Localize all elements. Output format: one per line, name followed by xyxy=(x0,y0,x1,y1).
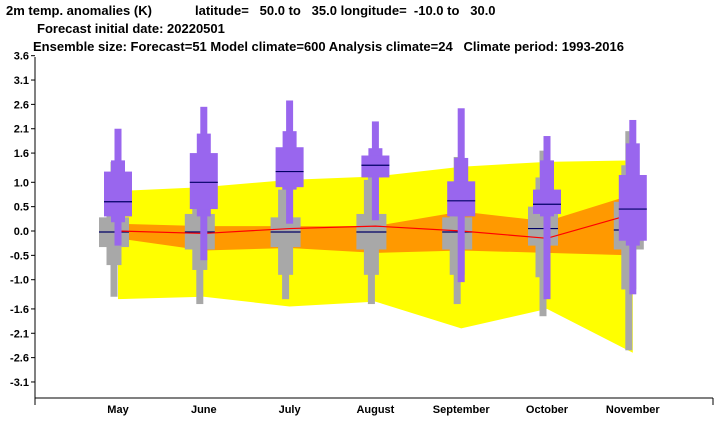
y-tick-label: 2.6 xyxy=(14,99,29,111)
y-tick-labels: 3.6 3.1 2.6 2.1 1.6 1.0 0.5 0.0 -0.5 -1.0 -1.6 -2.1… xyxy=(10,51,29,389)
forecast-box xyxy=(275,100,304,224)
y-tick-label: -1.0 xyxy=(10,275,29,287)
whisker xyxy=(543,136,551,300)
x-tick-labels: May June July August September October Novembe… xyxy=(107,404,660,416)
chart-header: 2m temp. anomalies (K) latitude= 50.0 to… xyxy=(0,0,720,56)
y-tick-label: 2.1 xyxy=(14,124,29,136)
iqr-box xyxy=(442,217,473,250)
y-tick-label: -2.1 xyxy=(10,328,29,340)
y-tick-label: -3.1 xyxy=(10,377,29,389)
region-title: latitude= 50.0 to 35.0 longitude= -10.0 … xyxy=(195,3,496,18)
forecast-box xyxy=(104,128,132,246)
iqr-box xyxy=(189,153,218,210)
forecast-box xyxy=(447,108,476,283)
y-tick-label: -1.6 xyxy=(10,304,29,316)
y-tick-label: 3.1 xyxy=(14,75,29,87)
x-tick-label: June xyxy=(191,404,217,416)
x-tick-label: August xyxy=(356,404,394,416)
y-tick-label: 0.5 xyxy=(14,202,29,214)
x-tick-label: July xyxy=(279,404,302,416)
iqr-box xyxy=(361,155,390,178)
iqr-box xyxy=(618,174,647,241)
y-tick-label: 1.0 xyxy=(14,177,29,189)
y-tick-label: 3.6 xyxy=(14,51,29,63)
x-tick-label: November xyxy=(606,404,661,416)
forecast-box xyxy=(533,136,561,300)
forecast-box xyxy=(189,106,218,261)
y-tick-label: 1.6 xyxy=(14,148,29,160)
y-tick-label: 0.0 xyxy=(14,226,29,238)
ensemble-info: Ensemble size: Forecast=51 Model climate… xyxy=(33,39,624,54)
forecast-box xyxy=(361,121,390,221)
x-tick-label: May xyxy=(107,404,129,416)
y-tick-label: -2.6 xyxy=(10,353,29,365)
inner-band xyxy=(118,194,633,256)
y-tick-label: -0.5 xyxy=(10,250,29,262)
iqr-box xyxy=(275,147,304,188)
iqr-box xyxy=(447,181,476,217)
x-tick-label: September xyxy=(433,404,491,416)
box-plots xyxy=(99,100,647,351)
model-climate-box xyxy=(270,170,301,300)
forecast-date: Forecast initial date: 20220501 xyxy=(37,21,225,36)
forecast-box xyxy=(618,119,647,295)
iqr-box xyxy=(533,189,561,214)
x-tick-label: October xyxy=(526,404,569,416)
variable-title: 2m temp. anomalies (K) xyxy=(6,3,152,18)
iqr-box xyxy=(104,171,132,217)
axes xyxy=(31,55,714,405)
